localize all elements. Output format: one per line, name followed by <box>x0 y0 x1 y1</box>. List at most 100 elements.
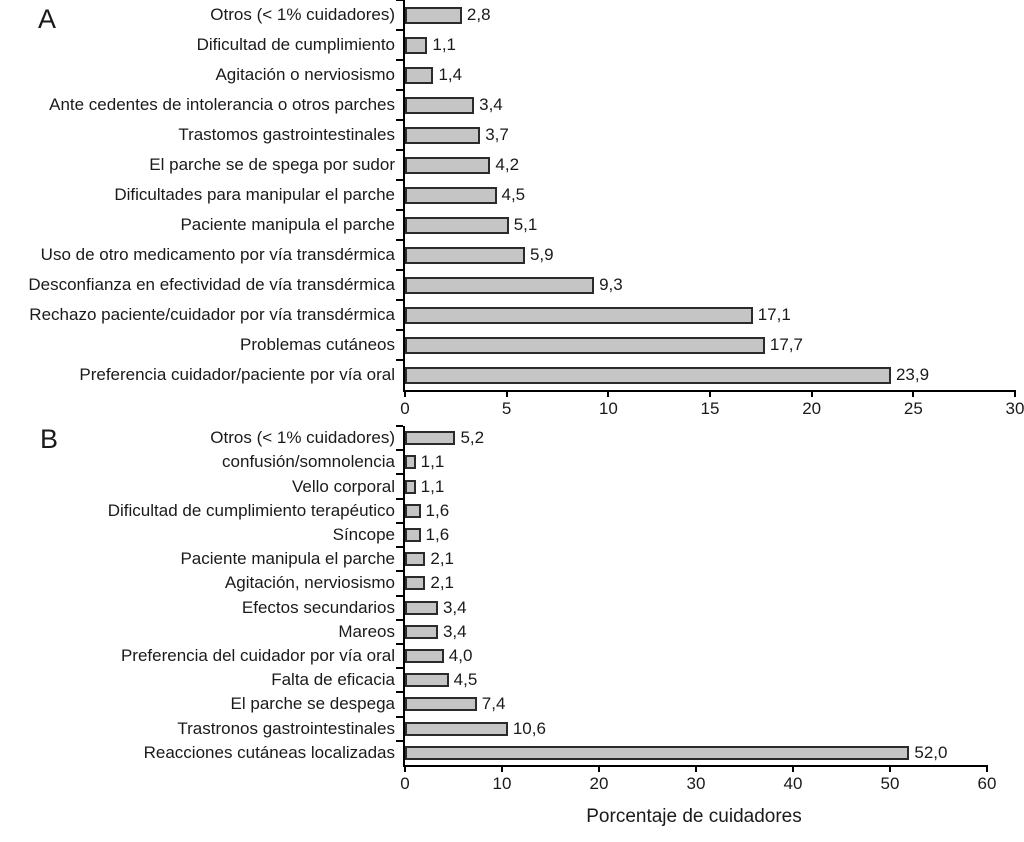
bar <box>405 336 765 354</box>
category-label: Mareos <box>338 621 395 641</box>
category-label: Vello corporal <box>291 476 395 496</box>
y-axis-tick <box>396 0 403 1</box>
category-label: Rechazo paciente/cuidador por vía transd… <box>29 305 395 324</box>
category-label: Otros (< 1% cuidadores) <box>210 5 395 24</box>
bar <box>405 6 462 24</box>
value-label: 17,7 <box>769 335 803 354</box>
category-label: Dificultades para manipular el parche <box>114 185 395 204</box>
bar <box>405 721 508 736</box>
value-label: 1,1 <box>432 35 456 54</box>
bar <box>405 697 477 712</box>
x-axis-tick <box>501 765 503 772</box>
x-axis-tick-label: 50 <box>880 774 900 793</box>
x-axis-tick-label: 10 <box>492 774 512 793</box>
value-label: 52,0 <box>914 742 948 762</box>
value-label: 1,4 <box>438 65 463 84</box>
bar <box>405 649 444 664</box>
category-label: Síncope <box>332 524 395 544</box>
y-axis-tick <box>396 149 403 151</box>
category-label: Paciente manipula el parche <box>180 549 395 569</box>
x-axis-tick <box>695 765 697 772</box>
bar <box>405 552 426 567</box>
bar <box>405 96 475 114</box>
x-axis-title: Porcentaje de cuidadores <box>586 806 802 827</box>
category-label: Reacciones cutáneas localizadas <box>143 742 395 762</box>
value-label: 4,2 <box>495 155 520 174</box>
category-label: El parche se de spega por sudor <box>149 155 395 174</box>
panel-b-plot-area: 5,2 1,1 1,1 1,6 1,6 2,1 2,1 3,4 3,4 4,0 4,5 7,4 10,6… <box>396 425 996 793</box>
x-axis-tick-label: 40 <box>783 774 803 793</box>
category-label: Agitación o nerviosismo <box>215 65 395 84</box>
category-label: Paciente manipula el parche <box>180 215 395 234</box>
bar <box>405 673 449 688</box>
y-axis-tick <box>396 449 403 452</box>
y-axis-tick <box>396 691 403 694</box>
category-label: Preferencia del cuidador por vía oral <box>120 646 395 666</box>
value-label: 7,4 <box>481 694 506 714</box>
bar <box>405 576 426 591</box>
value-label: 10,6 <box>512 718 546 738</box>
value-label: 5,9 <box>529 245 554 264</box>
x-axis-tick <box>404 765 406 772</box>
value-label: 3,4 <box>442 597 467 617</box>
y-axis-tick <box>396 570 403 573</box>
y-axis-tick <box>396 594 403 597</box>
category-label: Dificultad de cumplimiento terapéutico <box>107 500 395 520</box>
x-axis-tick-label: 0 <box>400 774 410 793</box>
value-label: 1,6 <box>425 500 450 520</box>
y-axis-tick <box>396 269 403 271</box>
bar <box>405 600 438 615</box>
x-axis-tick <box>404 390 406 397</box>
value-label: 23,9 <box>895 365 930 384</box>
x-axis-tick <box>792 765 794 772</box>
y-axis-tick <box>396 546 403 549</box>
y-axis-tick <box>396 667 403 670</box>
x-axis-tick <box>709 390 711 397</box>
x-axis-tick <box>1014 390 1016 397</box>
bar <box>405 186 497 204</box>
y-axis-tick <box>396 618 403 621</box>
y-axis-tick <box>396 642 403 645</box>
category-label: Desconfianza en efectividad de vía trans… <box>28 275 395 294</box>
bar <box>405 479 416 494</box>
x-axis-tick-label: 20 <box>802 399 822 418</box>
x-axis-tick <box>912 390 915 397</box>
y-axis-tick <box>396 119 403 121</box>
category-label: El parche se despega <box>230 694 395 714</box>
value-label: 4,5 <box>453 670 478 690</box>
value-label: 2,1 <box>430 573 454 593</box>
y-axis-tick <box>396 29 403 31</box>
category-label: Ante cedentes de intolerancia o otros pa… <box>49 95 395 114</box>
category-label: Uso de otro medicamento por vía transdér… <box>40 245 395 264</box>
bar <box>405 36 428 54</box>
bar <box>405 306 753 324</box>
y-axis-tick <box>396 59 403 61</box>
category-label: Falta de eficacia <box>271 670 395 690</box>
x-axis-tick <box>598 765 600 772</box>
x-axis-tick-label: 15 <box>700 399 720 418</box>
category-label: Preferencia cuidador/paciente por vía or… <box>79 365 395 384</box>
panel-a: A Otros (< 1% cuidadores) Dificultad de cu… <box>28 0 1024 418</box>
bar <box>405 624 438 639</box>
x-axis-tick-label: 60 <box>977 774 997 793</box>
y-axis-tick <box>396 89 403 91</box>
bar <box>405 431 456 446</box>
bar <box>405 527 421 542</box>
bar <box>405 126 481 144</box>
panel-a-plot-area: 2,8 1,1 1,4 3,4 3,7 4,2 4,5 5,1 5,9 9,3 17,1 17,7 23… <box>396 0 1024 418</box>
y-axis-tick <box>396 473 403 476</box>
y-axis-tick <box>396 239 403 241</box>
y-axis-tick <box>396 179 403 181</box>
category-label: Efectos secundarios <box>241 597 395 617</box>
category-label: Problemas cutáneos <box>240 335 395 354</box>
bar <box>405 156 491 174</box>
x-axis-tick <box>505 390 508 397</box>
x-axis-tick-label: 10 <box>598 399 618 418</box>
x-axis-tick <box>810 390 813 397</box>
x-axis-tick <box>986 765 988 772</box>
y-axis-tick <box>396 425 403 427</box>
value-label: 4,5 <box>501 185 526 204</box>
value-label: 2,8 <box>466 5 491 24</box>
x-axis-tick-label: 25 <box>903 399 923 418</box>
